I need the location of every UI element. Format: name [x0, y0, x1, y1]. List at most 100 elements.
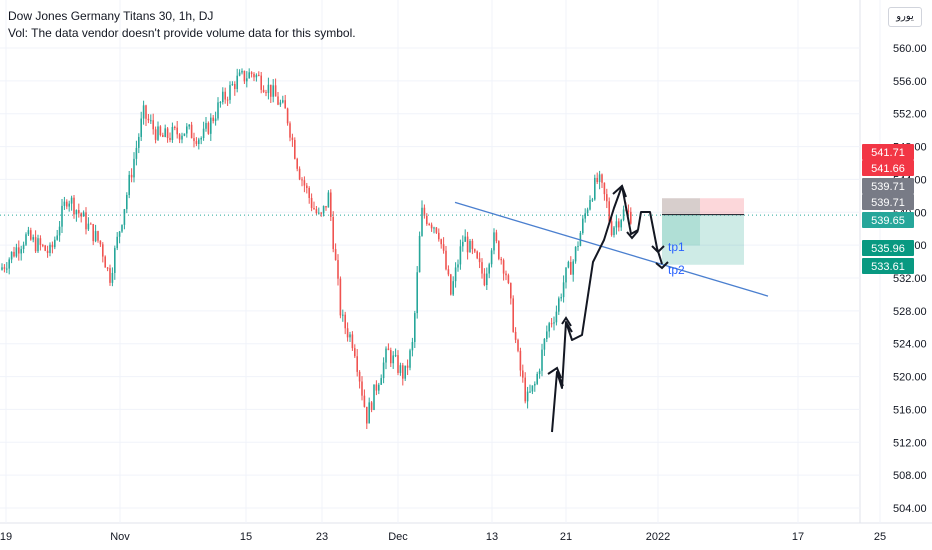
candle-body — [385, 348, 387, 363]
candle-body — [620, 219, 622, 228]
candle-body — [409, 350, 411, 368]
candle-body — [152, 120, 154, 130]
drawings: tp1 tp2 — [0, 184, 860, 433]
candle-body — [243, 70, 246, 82]
candle-body — [529, 391, 531, 393]
candle-body — [505, 273, 507, 276]
candle-body — [291, 137, 294, 140]
candle-body — [498, 241, 500, 259]
candle-body — [70, 197, 73, 204]
candle-body — [111, 272, 114, 283]
candle-body — [212, 117, 214, 122]
time-axis[interactable]: 19 Nov 15 23 Dec 13 21 2022 17 25 — [0, 531, 886, 543]
chart-legend: Dow Jones Germany Titans 30, 1h, DJ Vol:… — [8, 8, 356, 42]
candle-body — [332, 216, 334, 250]
target-zone-inner — [662, 198, 700, 246]
candle-body — [114, 248, 116, 273]
candle-body — [382, 362, 385, 379]
candle-body — [178, 134, 181, 140]
y-tick-label: 528.00 — [893, 306, 927, 318]
candle-body — [310, 197, 313, 209]
candle-body — [133, 158, 135, 178]
candle-body — [87, 223, 90, 230]
candle-body — [10, 251, 13, 260]
x-tick-label: 23 — [316, 531, 328, 543]
candle-body — [418, 235, 421, 273]
candle-body — [94, 231, 97, 242]
candle-body — [553, 322, 555, 324]
candle-body — [289, 123, 291, 138]
candle-body — [543, 338, 546, 350]
y-tick-label: 504.00 — [893, 503, 927, 515]
candle-body — [601, 174, 603, 183]
candle-body — [214, 118, 217, 122]
candle-body — [339, 278, 342, 316]
trendline — [454, 201, 769, 297]
candle-body — [548, 323, 550, 332]
candle-body — [471, 240, 474, 250]
candle-body — [586, 209, 589, 214]
candle-body — [30, 230, 32, 240]
price-axis[interactable]: 504.00 508.00 512.00 516.00 520.00 524.00 528.… — [893, 43, 927, 515]
candle-body — [476, 251, 478, 259]
candle-body — [226, 99, 229, 101]
candle-body — [582, 218, 584, 233]
drawn-arrow — [551, 185, 663, 433]
grid — [0, 0, 932, 524]
candle-body — [145, 105, 147, 119]
candle-body — [138, 136, 140, 148]
price-tag-label: 541.66 — [871, 163, 905, 175]
candle-body — [454, 267, 457, 282]
candle-body — [121, 224, 123, 232]
candle-body — [495, 232, 498, 242]
drawn-arrow — [565, 321, 573, 333]
candle-body — [526, 391, 529, 402]
candle-body — [42, 244, 44, 246]
candle-body — [219, 102, 222, 104]
candle-body — [512, 298, 514, 332]
candle-body — [368, 402, 370, 424]
candle-body — [150, 120, 152, 122]
currency-label[interactable]: يورو — [888, 7, 922, 27]
candle-body — [181, 135, 183, 140]
candle-body — [613, 227, 615, 236]
candle-body — [406, 365, 409, 368]
candle-body — [450, 274, 452, 295]
symbol-title[interactable]: Dow Jones Germany Titans 30, 1h, DJ — [8, 9, 214, 23]
candle-body — [320, 212, 322, 214]
candle-body — [1, 267, 3, 270]
candle-body — [435, 227, 438, 233]
candle-body — [164, 128, 166, 137]
candle-body — [493, 232, 495, 251]
candle-body — [195, 141, 198, 145]
candle-body — [423, 207, 426, 216]
candle-body — [469, 240, 471, 253]
x-tick-label: 25 — [874, 531, 886, 543]
candle-body — [474, 249, 476, 252]
candle-body — [104, 256, 106, 268]
candle-body — [128, 174, 130, 196]
candle-body — [286, 108, 289, 124]
candle-body — [550, 323, 553, 325]
candle-body — [109, 268, 111, 283]
x-tick-label: 13 — [486, 531, 498, 543]
arrow-head — [547, 366, 562, 379]
candle-body — [457, 264, 459, 268]
candle-body — [49, 244, 51, 254]
candle-body — [162, 135, 164, 137]
y-tick-label: 532.00 — [893, 273, 927, 285]
price-tag-label: 539.71 — [871, 181, 905, 193]
candle-body — [58, 226, 61, 236]
candle-body — [452, 281, 454, 295]
candle-body — [546, 331, 548, 339]
candle-body — [318, 212, 320, 214]
candle-body — [66, 201, 68, 207]
candle-body — [262, 89, 265, 93]
candle-body — [15, 247, 18, 257]
candle-body — [277, 96, 279, 105]
candle-body — [562, 282, 565, 298]
candle-body — [282, 100, 284, 103]
candle-body — [462, 241, 464, 247]
x-tick-label: 2022 — [646, 531, 670, 543]
